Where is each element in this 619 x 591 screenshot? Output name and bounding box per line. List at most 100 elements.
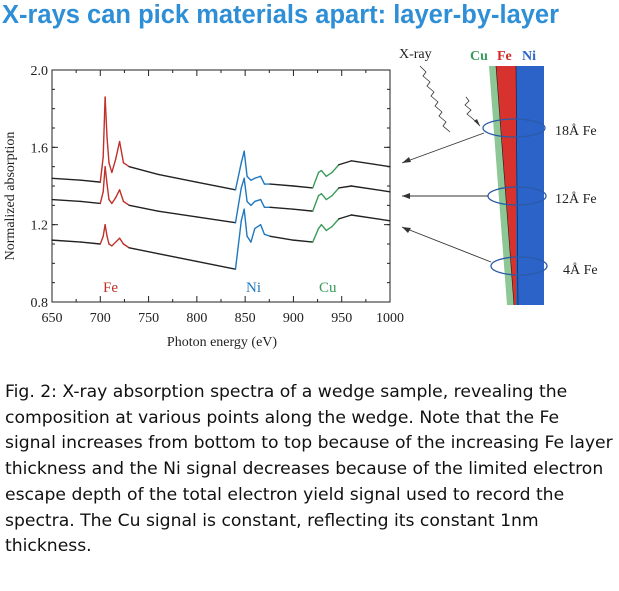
spectrum-segment	[250, 177, 256, 181]
spectrum-segment	[196, 216, 237, 224]
spectrum-segment	[254, 198, 262, 203]
page-title: X-rays can pick materials apart: layer-b…	[2, 1, 560, 29]
spectrum-series	[51, 165, 391, 224]
spectrum-segment	[312, 227, 320, 243]
fe-edge-label: Fe	[103, 280, 118, 296]
spectrum-segment	[338, 160, 353, 166]
thickness-label-12: 12Å Fe	[555, 191, 597, 207]
xray-squiggle-line	[464, 96, 481, 127]
spectrum-segment	[51, 198, 82, 203]
x-tick-label: 900	[283, 311, 304, 326]
x-tick-label: 800	[186, 311, 207, 326]
spectrum-segment	[234, 220, 242, 270]
wedge-schematic: X-ray Cu Fe Ni 18Å Fe 12Å Fe 4Å Fe	[399, 47, 598, 306]
spectrum-segment	[80, 200, 101, 205]
spectrum-segment	[243, 177, 248, 203]
spectrum-series	[51, 208, 391, 270]
spectrum-segment	[118, 237, 125, 245]
spectrum-segment	[122, 162, 130, 168]
thickness-label-18: 18Å Fe	[555, 123, 597, 139]
spectrum-segment	[106, 235, 110, 245]
spectrum-segment	[320, 223, 327, 232]
spectrum-segment	[259, 223, 266, 236]
spectrum-segment	[157, 210, 198, 218]
spectrum-segment	[320, 193, 327, 201]
spectrum-segment	[338, 185, 353, 189]
spectrum-segment	[102, 165, 106, 193]
spot-ellipse-bottom	[490, 256, 548, 276]
spectrum-segment	[320, 169, 327, 178]
interface-line	[495, 65, 515, 306]
x-tick-label: 650	[42, 311, 63, 326]
spectrum-segment	[122, 243, 130, 249]
spectrum-segment	[312, 171, 320, 189]
spectrum-segment	[243, 150, 248, 178]
spectrum-segment	[157, 173, 198, 183]
xray-arrowhead	[474, 119, 480, 126]
spectrum-segment	[317, 223, 323, 230]
spectrum-segment	[338, 214, 353, 220]
spectrum-segment	[331, 187, 340, 197]
y-tick-label: 1.2	[31, 219, 49, 234]
spectrum-segment	[106, 136, 110, 164]
spectrum-segment	[234, 187, 242, 224]
spectrum-segment	[102, 96, 106, 158]
pointer-arrow-top	[401, 132, 485, 164]
spectrum-segment	[243, 208, 248, 237]
spectrum-segment	[111, 158, 117, 174]
spectrum-series	[51, 96, 391, 191]
spectrum-segment	[106, 183, 110, 201]
spectrum-segment	[292, 239, 314, 243]
spectrum-segment	[292, 185, 314, 189]
pointer-arrow-bottom	[401, 226, 492, 263]
spectrum-segment	[269, 206, 295, 210]
spectrum-segment	[115, 237, 121, 243]
spectrum-segment	[312, 194, 320, 212]
spectrum-segment	[80, 241, 101, 245]
x-axis-title: Photon energy (eV)	[167, 335, 277, 350]
spectrum-segment	[263, 233, 271, 237]
spectrum-segment	[254, 175, 262, 179]
fe-layer	[496, 66, 518, 305]
spectrum-segment	[115, 189, 121, 199]
plot-frame	[51, 69, 391, 303]
spectrum-segment	[118, 140, 125, 164]
cu-layer	[489, 66, 514, 305]
axis-ticks: 650 700 750 800 850 900 950 1000 0.8 1.2 1.6 2.0	[31, 64, 405, 326]
ni-layer	[516, 66, 544, 305]
spectrum-segment	[111, 196, 117, 205]
x-tick-label: 750	[138, 311, 159, 326]
spectrum-segment	[325, 194, 333, 201]
arrowhead	[402, 157, 411, 163]
spectrum-segment	[350, 214, 391, 222]
spectrum-segment	[122, 200, 130, 207]
y-tick-label: 0.8	[31, 296, 49, 311]
spectrum-segment	[99, 235, 104, 245]
interface-line	[515, 65, 519, 306]
spectrum-segment	[234, 162, 242, 191]
spot-ellipse-top	[482, 118, 546, 138]
figure-caption: Fig. 2: X-ray absorption spectra of a we…	[5, 382, 613, 557]
spectrum-segment	[350, 160, 391, 168]
layer-label-fe: Fe	[497, 49, 512, 64]
series-layer	[51, 96, 391, 270]
spectrum-segment	[104, 223, 108, 237]
x-tick-label: 700	[90, 311, 111, 326]
spectrum-segment	[259, 198, 266, 208]
y-tick-label: 1.6	[31, 141, 49, 156]
x-tick-label: 1000	[376, 311, 404, 326]
spectrum-segment	[128, 204, 159, 212]
cu-edge-label: Cu	[319, 280, 337, 296]
spectrum-segment	[99, 156, 104, 183]
spectrum-segment	[115, 140, 121, 160]
spectrum-segment	[80, 179, 101, 183]
spectrum-segment	[331, 218, 340, 228]
spectrum-segment	[254, 223, 262, 230]
x-tick-label: 850	[235, 311, 256, 326]
x-tick-label: 950	[331, 311, 352, 326]
spectrum-segment	[350, 185, 391, 193]
xray-label: X-ray	[399, 47, 432, 62]
layer-label-ni: Ni	[522, 49, 536, 64]
spectrum-segment	[108, 198, 113, 205]
ni-edge-label: Ni	[246, 280, 261, 296]
